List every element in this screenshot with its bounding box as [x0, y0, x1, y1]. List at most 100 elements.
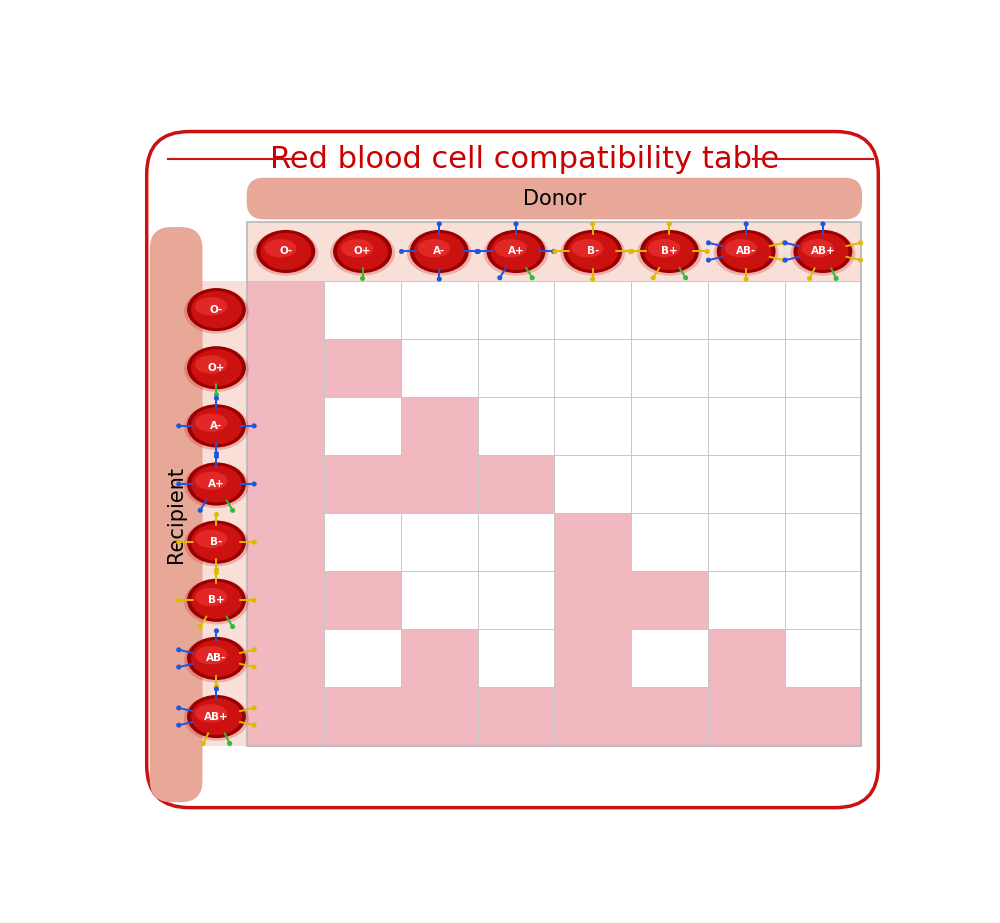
Bar: [631, 455, 708, 513]
Bar: [478, 397, 554, 455]
Ellipse shape: [790, 231, 855, 276]
Ellipse shape: [256, 230, 315, 273]
Text: AB+: AB+: [811, 246, 835, 257]
Ellipse shape: [195, 588, 227, 606]
Circle shape: [590, 222, 595, 226]
Text: Red blood cell compatibility table: Red blood cell compatibility table: [270, 145, 779, 174]
Bar: [247, 222, 862, 281]
Text: B+: B+: [208, 595, 225, 605]
Ellipse shape: [798, 233, 848, 270]
Bar: [478, 513, 554, 571]
Circle shape: [781, 258, 786, 263]
Bar: [401, 688, 478, 746]
Ellipse shape: [714, 231, 779, 276]
Circle shape: [530, 275, 535, 281]
Circle shape: [590, 277, 595, 282]
Bar: [401, 455, 478, 513]
Ellipse shape: [330, 231, 395, 276]
Circle shape: [783, 240, 788, 246]
FancyBboxPatch shape: [147, 132, 878, 808]
Ellipse shape: [341, 239, 373, 258]
Ellipse shape: [191, 465, 242, 502]
Circle shape: [252, 540, 257, 545]
Bar: [708, 688, 785, 746]
Circle shape: [201, 741, 206, 746]
Bar: [324, 513, 401, 571]
Ellipse shape: [640, 230, 699, 273]
Ellipse shape: [253, 231, 318, 276]
Ellipse shape: [191, 640, 242, 677]
Ellipse shape: [484, 231, 548, 276]
Ellipse shape: [571, 239, 604, 258]
Ellipse shape: [184, 580, 249, 625]
Ellipse shape: [184, 289, 249, 334]
Bar: [478, 281, 554, 339]
Ellipse shape: [187, 579, 246, 622]
Ellipse shape: [195, 414, 227, 432]
Bar: [785, 571, 861, 629]
Bar: [247, 688, 324, 746]
Ellipse shape: [187, 288, 246, 331]
Text: A-: A-: [433, 246, 445, 257]
Circle shape: [781, 240, 786, 246]
Bar: [708, 571, 785, 629]
FancyBboxPatch shape: [150, 227, 202, 802]
Circle shape: [399, 249, 404, 254]
Bar: [478, 688, 554, 746]
Ellipse shape: [717, 230, 776, 273]
Circle shape: [858, 240, 863, 246]
Circle shape: [198, 624, 203, 629]
Circle shape: [214, 512, 219, 517]
Ellipse shape: [191, 407, 242, 444]
Circle shape: [497, 275, 502, 281]
Text: A+: A+: [508, 246, 524, 257]
Circle shape: [214, 451, 219, 456]
Text: Donor: Donor: [523, 188, 586, 209]
Circle shape: [176, 665, 181, 669]
Bar: [554, 455, 631, 513]
Circle shape: [176, 723, 181, 727]
Bar: [708, 339, 785, 397]
Circle shape: [214, 683, 219, 689]
Ellipse shape: [195, 297, 227, 316]
Bar: [631, 629, 708, 688]
Bar: [785, 688, 861, 746]
Bar: [785, 629, 861, 688]
Circle shape: [252, 723, 257, 727]
Text: B-: B-: [210, 537, 223, 547]
Circle shape: [834, 276, 839, 281]
Bar: [478, 571, 554, 629]
Bar: [324, 571, 401, 629]
Circle shape: [214, 392, 219, 397]
Circle shape: [230, 624, 235, 629]
Circle shape: [476, 249, 481, 254]
Circle shape: [214, 687, 219, 691]
Ellipse shape: [184, 637, 249, 683]
Ellipse shape: [491, 233, 541, 270]
Bar: [401, 339, 478, 397]
Ellipse shape: [191, 581, 242, 618]
Ellipse shape: [418, 239, 450, 258]
Ellipse shape: [187, 521, 246, 564]
Circle shape: [744, 277, 749, 282]
Ellipse shape: [184, 695, 249, 741]
Ellipse shape: [191, 349, 242, 387]
Circle shape: [214, 454, 219, 459]
Circle shape: [706, 258, 711, 263]
Bar: [554, 571, 631, 629]
Bar: [478, 629, 554, 688]
Ellipse shape: [187, 695, 246, 738]
Bar: [247, 571, 324, 629]
Text: AB+: AB+: [204, 712, 229, 722]
Bar: [785, 397, 861, 455]
Circle shape: [705, 249, 710, 254]
Ellipse shape: [725, 239, 757, 258]
Ellipse shape: [191, 698, 242, 735]
Text: O+: O+: [208, 363, 225, 373]
Bar: [631, 397, 708, 455]
Bar: [324, 281, 401, 339]
Bar: [631, 571, 708, 629]
Circle shape: [214, 570, 219, 575]
Bar: [785, 281, 861, 339]
Ellipse shape: [195, 530, 227, 548]
